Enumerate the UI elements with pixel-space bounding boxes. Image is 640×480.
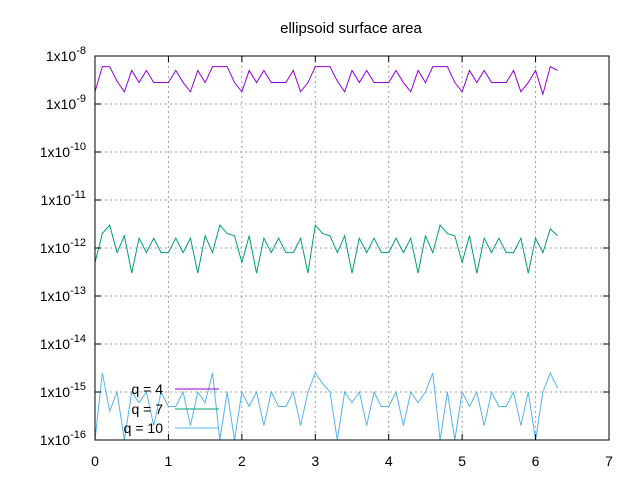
y-tick-label: 1x10-8 (46, 45, 86, 64)
series-line-1 (94, 65, 558, 97)
y-tick-exponent: -8 (76, 45, 86, 57)
x-tick-label: 3 (311, 453, 319, 469)
axis-ticks: 0 1 2 3 4 5 6 71x10-161x10-151x10-141x10-131x10… (40, 45, 613, 469)
y-tick-base: 1x10 (40, 240, 71, 256)
y-tick-label: 1x10-15 (40, 381, 86, 400)
y-tick-label: 1x10-10 (40, 141, 86, 160)
x-tick-label: 1 (165, 453, 173, 469)
y-tick-base: 1x10 (40, 144, 71, 160)
y-tick-label: 1x10-9 (46, 93, 86, 112)
series-layer (94, 65, 559, 441)
series-line-3 (94, 371, 559, 441)
y-tick-exponent: -15 (70, 381, 86, 393)
y-tick-base: 1x10 (40, 432, 71, 448)
y-tick-exponent: -13 (70, 285, 86, 297)
y-tick-base: 1x10 (40, 288, 71, 304)
y-tick-exponent: -11 (71, 189, 86, 201)
y-tick-label: 1x10-14 (40, 333, 86, 352)
x-tick-label: 4 (385, 453, 393, 469)
y-tick-exponent: -16 (70, 429, 86, 441)
x-tick-label: 0 (91, 453, 99, 469)
y-tick-base: 1x10 (40, 384, 71, 400)
x-tick-label: 6 (532, 453, 540, 469)
series-line-2 (94, 223, 558, 274)
y-tick-exponent: -12 (70, 237, 86, 249)
chart-grid (95, 56, 609, 440)
x-tick-label: 2 (238, 453, 246, 469)
y-tick-exponent: -9 (76, 93, 86, 105)
y-tick-base: 1x10 (46, 48, 77, 64)
x-tick-label: 5 (458, 453, 466, 469)
y-tick-exponent: -14 (70, 333, 86, 345)
y-tick-base: 1x10 (41, 192, 72, 208)
legend-label: q = 10 (124, 420, 164, 436)
chart-legend: q = 4 q = 7 q = 10 (124, 381, 219, 436)
y-tick-base: 1x10 (40, 336, 71, 352)
y-tick-label: 1x10-13 (40, 285, 86, 304)
legend-label: q = 4 (131, 381, 163, 397)
chart-title: ellipsoid surface area (280, 20, 422, 37)
y-tick-label: 1x10-11 (41, 189, 86, 208)
y-tick-base: 1x10 (46, 96, 77, 112)
x-tick-label: 7 (605, 453, 613, 469)
y-tick-label: 1x10-16 (40, 429, 86, 448)
legend-label: q = 7 (131, 401, 163, 417)
y-tick-label: 1x10-12 (40, 237, 86, 256)
y-tick-exponent: -10 (70, 141, 86, 153)
